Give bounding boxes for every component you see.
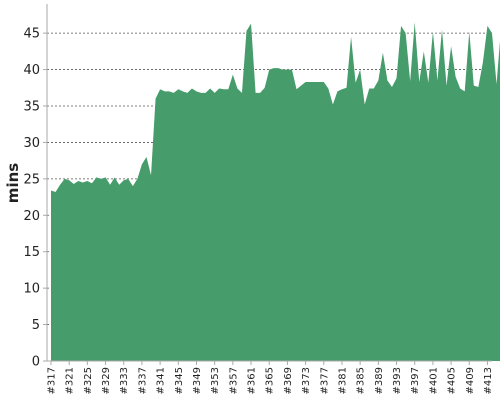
x-tick-label: #345 xyxy=(174,367,185,394)
x-tick-labels: #317 #321 #325 #329 #333 #337 #341 #345 #349 #353… xyxy=(47,361,494,394)
y-tick-label: 15 xyxy=(23,245,40,260)
x-tick-label: #325 xyxy=(83,367,94,394)
x-tick-label: #353 xyxy=(210,367,221,394)
y-tick-label: 25 xyxy=(23,172,40,187)
y-tick-label: 5 xyxy=(32,318,40,333)
x-tick-label: #321 xyxy=(65,367,76,394)
x-tick-label: #365 xyxy=(265,367,276,394)
x-tick-label: #409 xyxy=(465,367,476,394)
x-tick-label: #397 xyxy=(410,367,421,394)
x-tick-label: #385 xyxy=(356,367,367,394)
x-tick-label: #381 xyxy=(337,367,348,394)
x-tick-label: #357 xyxy=(228,367,239,394)
y-tick-label: 35 xyxy=(23,100,40,115)
y-tick-label: 30 xyxy=(23,136,40,151)
x-tick-label: #361 xyxy=(247,367,258,394)
x-tick-label: #389 xyxy=(374,367,385,394)
series-area-path xyxy=(51,22,500,361)
x-tick-label: #405 xyxy=(447,367,458,394)
x-tick-label: #317 xyxy=(47,367,58,394)
y-tick-label: 0 xyxy=(32,355,40,370)
x-tick-label: #341 xyxy=(156,367,167,394)
y-tick-label: 45 xyxy=(23,27,40,42)
x-tick-label: #333 xyxy=(119,367,130,394)
y-tick-label: 20 xyxy=(23,209,40,224)
x-tick-label: #377 xyxy=(319,367,330,394)
x-tick-label: #413 xyxy=(483,367,494,394)
x-tick-label: #369 xyxy=(283,367,294,394)
y-tick-labels: 0 5 10 15 20 25 30 35 40 45 xyxy=(23,27,47,370)
x-tick-label: #373 xyxy=(301,367,312,394)
x-tick-label: #329 xyxy=(101,367,112,394)
y-tick-label: 40 xyxy=(23,63,40,78)
x-tick-label: #401 xyxy=(428,367,439,394)
x-tick-label: #349 xyxy=(192,367,203,394)
series-area xyxy=(51,22,500,361)
y-axis-label: mins xyxy=(4,163,22,203)
x-tick-label: #393 xyxy=(392,367,403,394)
x-tick-label: #337 xyxy=(137,367,148,394)
y-tick-label: 10 xyxy=(23,282,40,297)
